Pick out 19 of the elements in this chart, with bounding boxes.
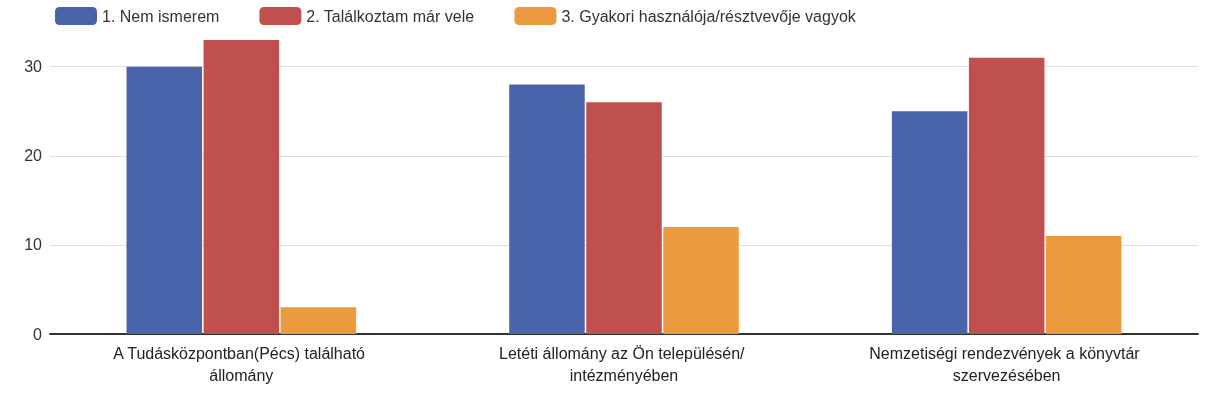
bar: [203, 40, 280, 334]
y-tick-label: 10: [24, 236, 43, 254]
legend-label: 1. Nem ismerem: [102, 7, 220, 25]
bar: [126, 66, 203, 334]
y-tick-label: 0: [33, 325, 43, 343]
x-tick-label: Letéti állomány az Ön településén/ intézményében: [499, 344, 749, 384]
x-tick-label: A Tudásközpontban(Pécs) található állomány: [113, 344, 370, 384]
bar: [509, 84, 585, 334]
legend-label: 2. Találkoztam már vele: [306, 7, 475, 25]
bar: [586, 102, 662, 334]
x-tick-label: Nemzetiségi rendezvények a könyvtár szervezésében: [869, 344, 1145, 384]
bar: [1045, 236, 1122, 334]
bar: [663, 227, 739, 334]
y-tick-label: 30: [24, 58, 43, 76]
bar: [891, 111, 968, 334]
legend-label: 3. Gyakori használója/résztvevője vagyok: [561, 7, 857, 25]
bar: [968, 57, 1045, 334]
y-tick-label: 20: [24, 147, 43, 165]
bar: [280, 307, 357, 334]
